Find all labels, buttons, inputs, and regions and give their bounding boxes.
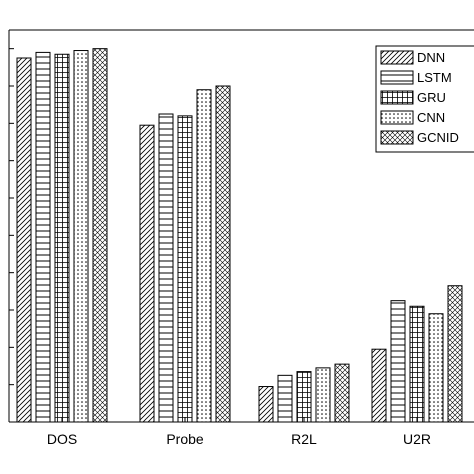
legend-swatch-cnn (380, 110, 414, 125)
bar-lstm-u2r (390, 300, 406, 423)
x-tick-label: Probe (166, 431, 204, 447)
legend-label-gru: GRU (417, 90, 446, 105)
legend-swatch-lstm (380, 70, 414, 85)
legend-label-cnn: CNN (417, 110, 445, 125)
bar-lstm-dos (35, 51, 51, 423)
bar-gcnid-dos (92, 48, 108, 423)
bar-gru-r2l (296, 371, 312, 423)
bar-dnn-dos (16, 57, 32, 423)
bar-dnn-probe (139, 124, 155, 423)
legend-label-gcnid: GCNID (417, 130, 459, 145)
x-tick-label: R2L (291, 431, 317, 447)
legend-label-lstm: LSTM (417, 70, 452, 85)
bar-gru-probe (177, 115, 193, 423)
bar-cnn-u2r (428, 313, 444, 423)
bar-lstm-r2l (277, 374, 293, 423)
bar-lstm-probe (158, 113, 174, 423)
x-tick-label: DOS (47, 431, 77, 447)
bar-cnn-r2l (315, 367, 331, 423)
legend-swatch-gcnid (380, 130, 414, 145)
bar-cnn-dos (73, 50, 89, 423)
legend: DNN LSTM GRU CNN GCNID (375, 45, 474, 153)
bar-gru-dos (54, 53, 70, 423)
bar-gru-u2r (409, 305, 425, 423)
bar-cnn-probe (196, 89, 212, 423)
bar-dnn-r2l (258, 386, 274, 423)
bar-gcnid-r2l (334, 363, 350, 423)
x-tick-layer: DOS Probe R2L U2R (47, 417, 431, 447)
legend-swatch-dnn (380, 50, 414, 65)
x-tick-label: U2R (403, 431, 431, 447)
legend-label-dnn: DNN (417, 50, 445, 65)
bar-gcnid-probe (215, 85, 231, 423)
bar-dnn-u2r (371, 348, 387, 423)
bars-layer (16, 48, 463, 423)
legend-swatch-gru (380, 90, 414, 105)
bar-gcnid-u2r (447, 285, 463, 423)
